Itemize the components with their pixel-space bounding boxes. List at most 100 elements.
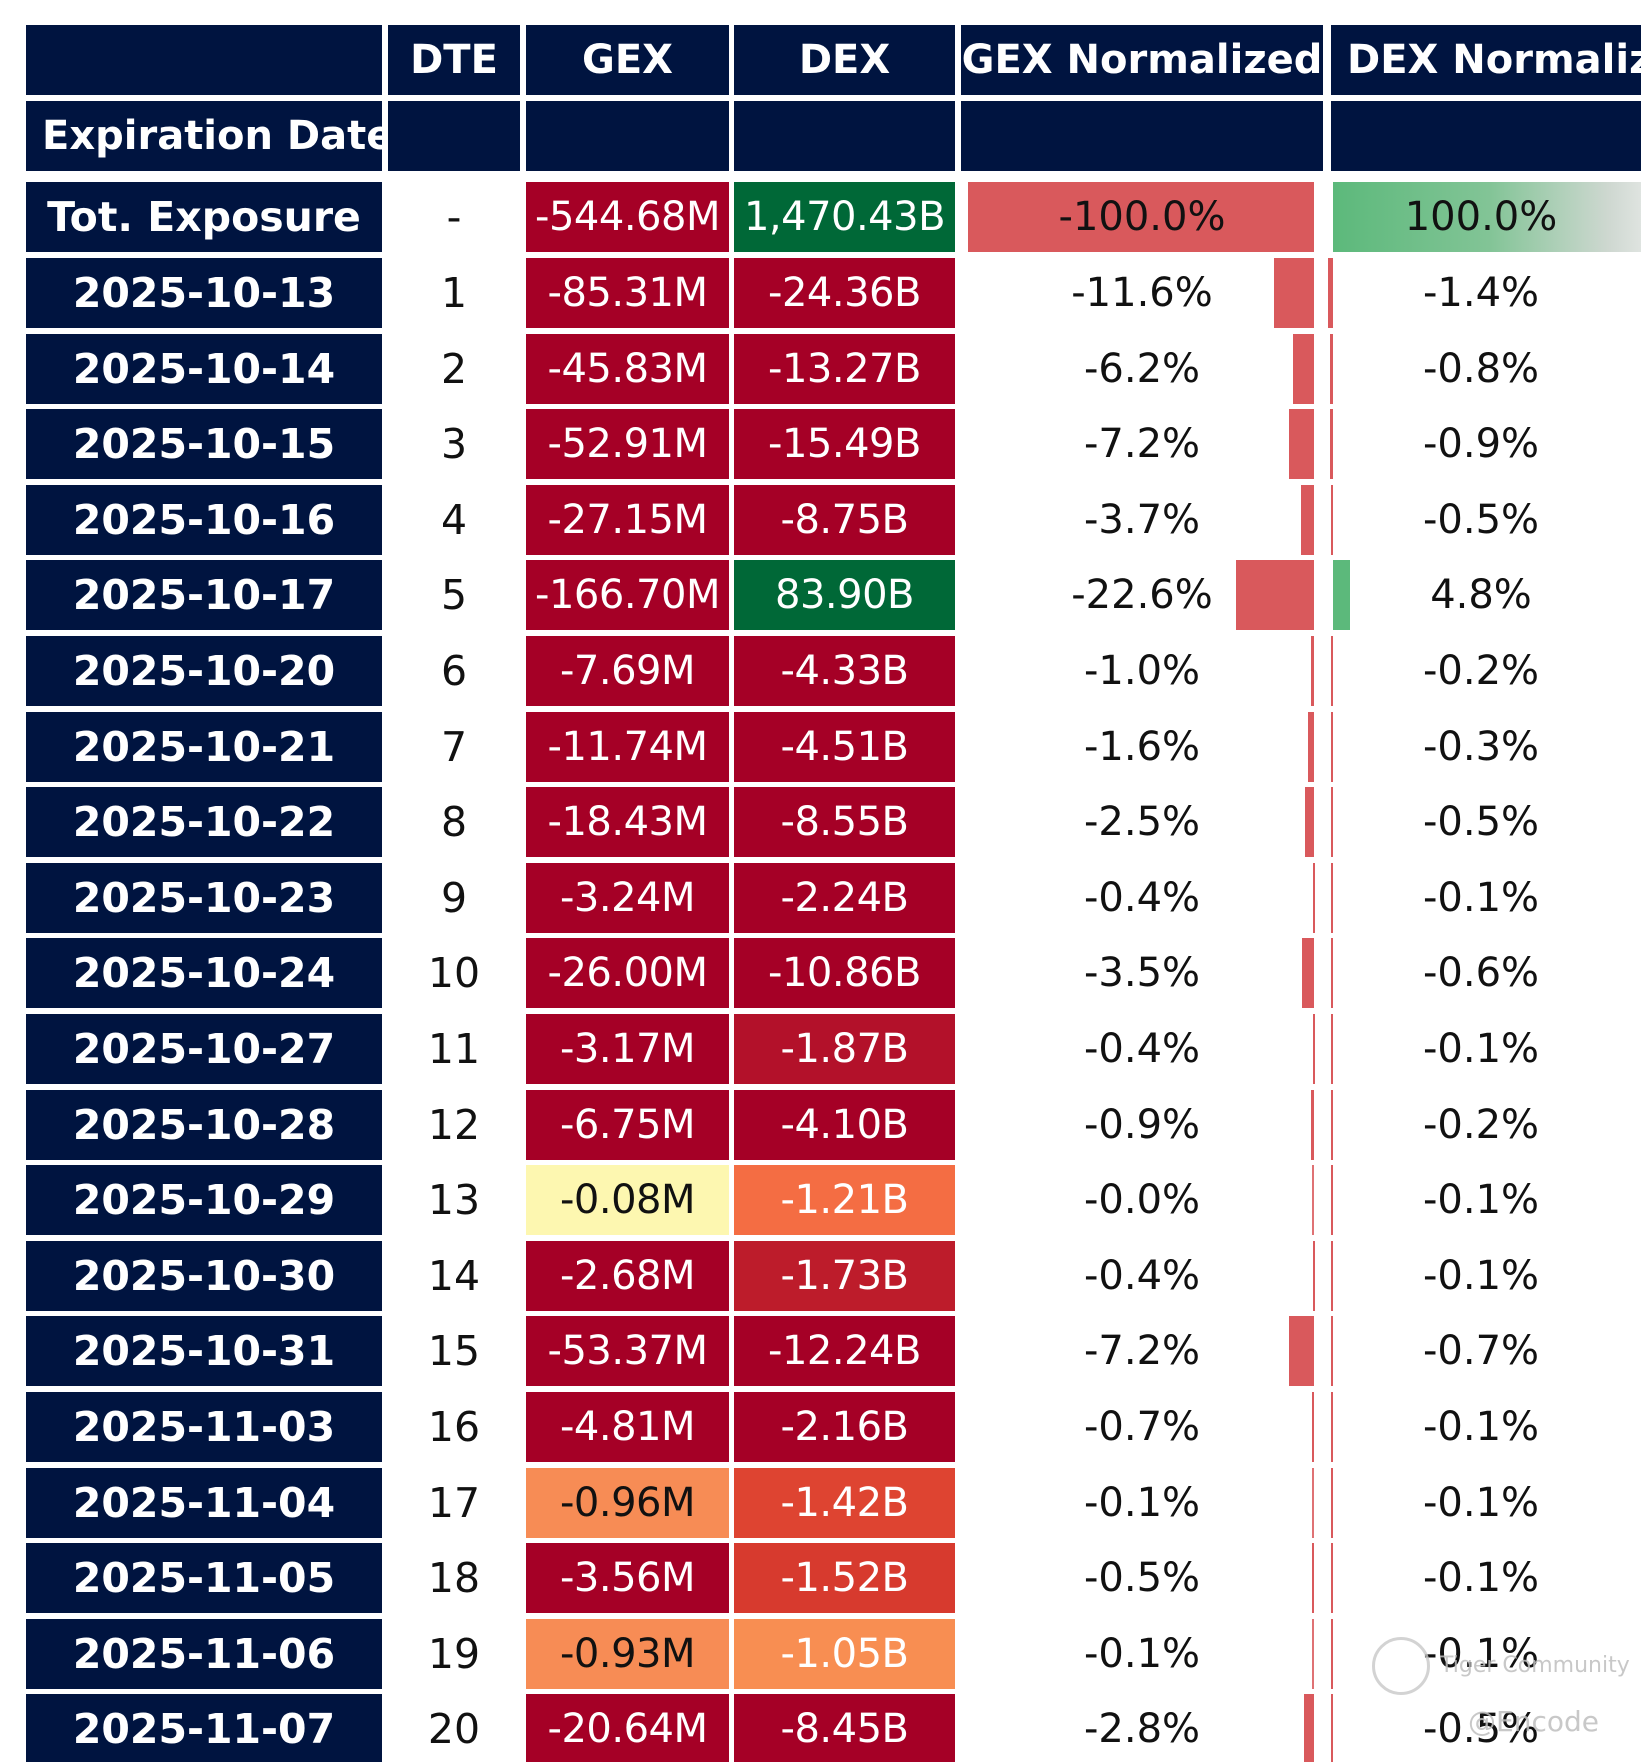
row-date: 2025-10-22: [26, 787, 382, 857]
row-dex-normalized: -0.8%: [1422, 346, 1540, 392]
row-gex: -3.24M: [526, 863, 729, 933]
row-dte: 18: [427, 1554, 481, 1602]
row-dex: -4.10B: [734, 1090, 955, 1160]
row-dte: 11: [427, 1025, 481, 1073]
gex-normalized-bar: [1301, 938, 1314, 1008]
row-date: 2025-11-05: [26, 1543, 382, 1613]
row-gex: -7.69M: [526, 636, 729, 706]
row-dex: -24.36B: [734, 258, 955, 328]
row-date: 2025-10-16: [26, 485, 382, 555]
row-dex: -15.49B: [734, 409, 955, 479]
gex-normalized-bar: [1289, 409, 1314, 479]
gex-normalized-bar: [1235, 560, 1314, 630]
row-gex-normalized: -22.6%: [1071, 572, 1213, 618]
total-dex-normalized: 100.0%: [1404, 194, 1558, 240]
row-dte: 9: [440, 874, 468, 922]
row-gex-normalized: -0.1%: [1083, 1480, 1201, 1526]
total-dex-normalized-bar: [1333, 182, 1641, 252]
row-dex-normalized: -0.1%: [1422, 1253, 1540, 1299]
gex-normalized-bar: [1308, 712, 1314, 782]
row-dex-normalized: -0.1%: [1422, 1026, 1540, 1072]
row-gex-normalized: -0.0%: [1083, 1177, 1201, 1223]
row-dex: -1.52B: [734, 1543, 955, 1613]
dex-normalized-bar: [1331, 712, 1333, 782]
row-gex: -20.64M: [526, 1694, 729, 1762]
dex-normalized-bar: [1331, 636, 1333, 706]
total-gex-normalized-bar: [968, 182, 1314, 252]
tiger-community-logo-icon: [1372, 1637, 1430, 1695]
row-gex-normalized: -0.5%: [1083, 1555, 1201, 1601]
row-gex: -2.68M: [526, 1241, 729, 1311]
row-dte: 2: [440, 345, 468, 393]
gex-normalized-bar: [1312, 1014, 1315, 1084]
row-gex: -27.15M: [526, 485, 729, 555]
row-gex-normalized: -0.4%: [1083, 1253, 1201, 1299]
row-dte: 4: [440, 496, 468, 544]
total-dex: 1,470.43B: [734, 182, 955, 252]
row-gex: -166.70M: [526, 560, 729, 630]
dex-normalized-bar: [1330, 938, 1333, 1008]
dex-normalized-bar: [1331, 1694, 1333, 1762]
row-dex: -8.55B: [734, 787, 955, 857]
dex-normalized-bar: [1331, 863, 1333, 933]
row-dex: -1.05B: [734, 1619, 955, 1689]
total-label: Tot. Exposure: [26, 182, 382, 252]
row-dex-normalized: -0.5%: [1422, 1706, 1540, 1752]
row-date: 2025-10-28: [26, 1090, 382, 1160]
row-gex-normalized: -0.4%: [1083, 1026, 1201, 1072]
row-dex: -2.24B: [734, 863, 955, 933]
row-gex-normalized: -2.8%: [1083, 1706, 1201, 1752]
row-gex-normalized: -11.6%: [1071, 270, 1213, 316]
gex-normalized-bar: [1305, 787, 1314, 857]
row-gex: -0.08M: [526, 1165, 729, 1235]
row-gex: -18.43M: [526, 787, 729, 857]
total-dte: -: [446, 193, 462, 241]
row-dex: 83.90B: [734, 560, 955, 630]
gex-normalized-bar: [1312, 863, 1315, 933]
row-dex: -1.73B: [734, 1241, 955, 1311]
row-date: 2025-10-21: [26, 712, 382, 782]
row-dex: -1.87B: [734, 1014, 955, 1084]
gex-normalized-bar: [1310, 636, 1314, 706]
row-dte: 10: [427, 949, 481, 997]
row-dex: -8.75B: [734, 485, 955, 555]
row-dte: 12: [427, 1101, 481, 1149]
row-date: 2025-10-27: [26, 1014, 382, 1084]
row-gex: -11.74M: [526, 712, 729, 782]
gex-normalized-bar: [1311, 1392, 1314, 1462]
total-gex: -544.68M: [526, 182, 729, 252]
dex-normalized-bar: [1331, 1543, 1333, 1613]
dex-normalized-bar: [1330, 334, 1333, 404]
dex-normalized-bar: [1331, 1165, 1333, 1235]
row-dex-normalized: -1.4%: [1422, 270, 1540, 316]
row-date: 2025-10-23: [26, 863, 382, 933]
row-gex: -0.93M: [526, 1619, 729, 1689]
row-dex-normalized: -0.1%: [1422, 1404, 1540, 1450]
row-gex: -52.91M: [526, 409, 729, 479]
row-dex-normalized: -0.1%: [1422, 1555, 1540, 1601]
row-dte: 6: [440, 647, 468, 695]
row-dex: -4.51B: [734, 712, 955, 782]
row-dex-normalized: -0.1%: [1422, 1480, 1540, 1526]
row-gex: -45.83M: [526, 334, 729, 404]
gex-normalized-bar: [1312, 1468, 1314, 1538]
row-gex-normalized: -7.2%: [1083, 1328, 1201, 1374]
header-corner: [26, 25, 382, 95]
row-gex: -26.00M: [526, 938, 729, 1008]
gex-normalized-bar: [1304, 1694, 1314, 1762]
row-gex-normalized: -0.7%: [1083, 1404, 1201, 1450]
row-dex-normalized: -0.9%: [1422, 421, 1540, 467]
header-blank-1: [388, 101, 520, 171]
dex-normalized-bar: [1331, 787, 1333, 857]
header-gex: GEX: [526, 25, 729, 95]
row-gex: -4.81M: [526, 1392, 729, 1462]
row-dex-normalized: -0.5%: [1422, 497, 1540, 543]
row-dte: 3: [440, 420, 468, 468]
row-date: 2025-10-30: [26, 1241, 382, 1311]
row-gex: -53.37M: [526, 1316, 729, 1386]
row-dte: 19: [427, 1630, 481, 1678]
row-gex: -3.56M: [526, 1543, 729, 1613]
row-gex-normalized: -1.0%: [1083, 648, 1201, 694]
row-dte: 14: [427, 1252, 481, 1300]
